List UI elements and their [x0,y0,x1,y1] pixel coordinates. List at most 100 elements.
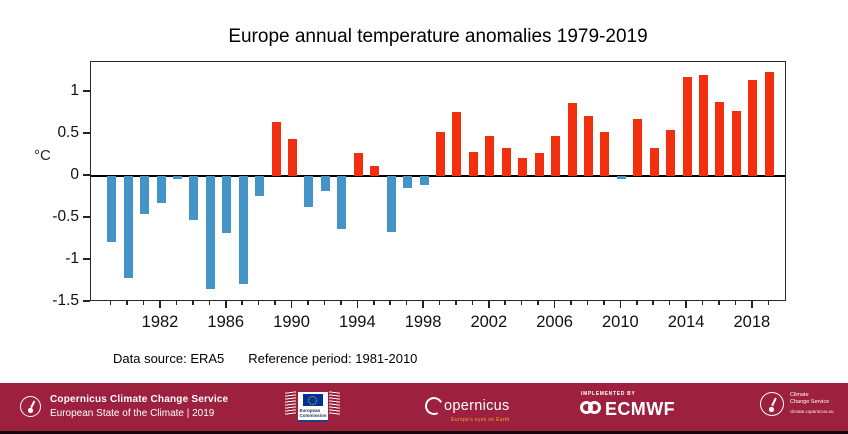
x-tick-label-2018: 2018 [733,313,771,331]
bar-2010 [616,176,626,179]
reference-period-label: Reference period: 1981-2010 [248,351,418,366]
bar-2003 [501,148,511,177]
bar-1980 [123,176,133,278]
c3s-thermometer-icon [20,395,41,417]
copernicus-logo: opernicus Europe's eyes on Earth [422,394,510,423]
x-tick-1980 [126,301,128,305]
x-tick-2007 [570,301,572,305]
y-tick-0.5 [83,132,90,134]
footer: Copernicus Climate Change Service Europe… [0,383,848,434]
copernicus-wordmark: opernicus [444,398,510,414]
bar-2008 [583,115,593,177]
bar-2001 [468,151,478,177]
x-tick-label-2006: 2006 [536,313,573,331]
y-tick--1.5 [83,300,90,302]
eu-stars-icon [308,395,317,405]
bar-2017 [731,110,741,177]
x-tick-1987 [241,301,243,305]
x-tick-1982 [159,301,161,308]
x-tick-1997 [405,301,408,305]
y-tick-label--1: -1 [65,250,79,268]
x-tick-1996 [389,301,391,305]
bar-1994 [353,152,363,177]
x-tick-2017 [734,301,737,305]
x-tick-1979 [109,301,112,305]
x-tick-2015 [701,301,704,305]
x-tick-2012 [652,301,654,305]
ec-stripes-right-icon [329,391,340,416]
y-tick--1 [83,258,90,260]
x-tick-1985 [208,301,211,305]
x-tick-label-1986: 1986 [207,313,245,331]
x-tick-2016 [718,301,720,305]
climate-change-service-icon [760,392,784,416]
bar-1983 [172,176,182,180]
bar-2009 [600,132,610,177]
ec-label-line1: European [299,407,321,413]
x-tick-1991 [307,301,309,305]
esotc-report-title: European State of the Climate | 2019 [50,407,215,419]
x-tick-2013 [668,301,671,305]
c3s-branding: Copernicus Climate Change Service Europe… [20,394,228,419]
x-tick-2000 [455,301,457,305]
bar-2002 [485,135,495,177]
ecmwf-wordmark: ECMWF [605,399,675,419]
y-tick-label-1: 1 [70,82,79,100]
bar-2011 [633,119,643,177]
x-tick-label-1994: 1994 [338,313,376,331]
x-tick-1995 [372,301,375,305]
eu-flag-icon: European Commission [297,392,328,422]
x-tick-2014 [685,301,687,308]
x-tick-2001 [471,301,474,305]
x-tick-2005 [537,301,539,305]
bar-1991 [304,176,314,208]
bar-2000 [452,112,462,177]
x-tick-1999 [438,301,441,305]
ec-stripes-left-icon [285,391,296,416]
x-tick-2004 [520,301,523,305]
x-tick-label-2010: 2010 [601,313,639,331]
bar-1989 [271,122,281,177]
footer-bottom-strip [0,431,848,434]
x-tick-1984 [192,301,194,305]
y-tick-label-0.5: 0.5 [57,124,79,142]
x-tick-1981 [142,301,145,305]
x-tick-label-1982: 1982 [141,313,179,331]
x-tick-1983 [175,301,178,305]
x-tick-2010 [619,301,622,308]
bar-2013 [666,129,676,177]
plot-area [90,61,786,301]
bar-1999 [436,131,445,177]
implemented-by-label: IMPLEMENTED BY [581,391,636,397]
x-tick-1986 [224,301,227,308]
x-tick-1988 [257,301,260,305]
bar-2016 [715,102,725,177]
bar-1998 [419,176,429,186]
y-tick-0 [83,174,90,176]
data-source-label: Data source: ERA5 [113,351,225,366]
bar-1995 [370,166,380,177]
ccs-label-line2: Change Service [790,398,830,405]
x-tick-2019 [767,301,770,305]
x-tick-1994 [356,301,359,308]
x-tick-label-2014: 2014 [667,313,705,331]
x-tick-2006 [553,301,556,308]
bar-1988 [255,176,265,197]
bar-1982 [156,176,166,203]
bar-1996 [386,176,396,233]
x-tick-1990 [290,301,293,308]
caption: Data source: ERA5 Reference period: 1981… [113,351,417,366]
zero-line [91,175,785,178]
y-tick-1 [83,90,90,92]
bar-2006 [551,135,561,177]
bar-2014 [682,77,692,177]
x-tick-1998 [422,301,424,308]
y-tick-label-0: 0 [70,166,79,184]
copernicus-tagline: Europe's eyes on Earth [451,416,510,423]
european-commission-logo: European Commission [285,391,340,422]
bar-1979 [107,176,117,242]
y-tick-label--0.5: -0.5 [52,208,79,226]
ecmwf-branding: IMPLEMENTED BY ECMWF [580,391,675,420]
x-tick-1989 [274,301,276,305]
